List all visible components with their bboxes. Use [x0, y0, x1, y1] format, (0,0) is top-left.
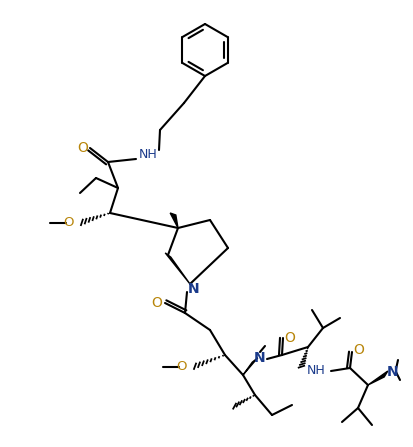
Polygon shape: [243, 358, 258, 375]
Polygon shape: [368, 371, 388, 385]
Text: O: O: [285, 331, 295, 345]
Text: O: O: [354, 343, 364, 357]
Text: NH: NH: [139, 148, 157, 161]
Text: O: O: [176, 360, 187, 374]
Text: O: O: [64, 216, 74, 229]
Text: N: N: [387, 365, 399, 379]
Text: O: O: [78, 141, 88, 155]
Text: NH: NH: [306, 363, 325, 376]
Text: O: O: [152, 296, 162, 310]
Polygon shape: [165, 253, 190, 284]
Text: N: N: [188, 282, 200, 296]
Polygon shape: [170, 213, 178, 228]
Text: N: N: [254, 351, 266, 365]
